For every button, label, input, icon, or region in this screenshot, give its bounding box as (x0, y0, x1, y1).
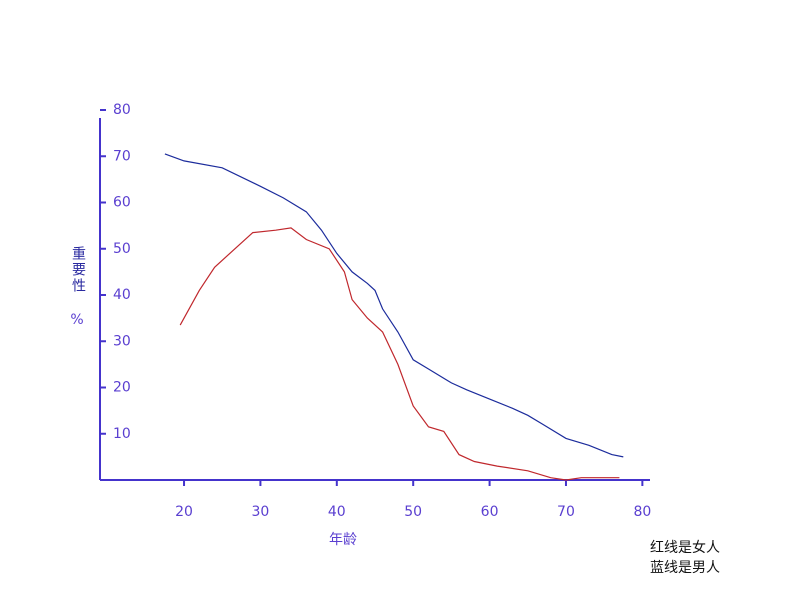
x-tick-label: 20 (175, 504, 193, 520)
y-axis-label: 重要性 (70, 246, 86, 294)
y-tick-label: 20 (113, 380, 131, 396)
y-tick-label: 30 (113, 333, 131, 349)
x-tick-label: 70 (557, 504, 575, 520)
note: 红线是女人 (650, 539, 720, 556)
y-tick-label: 10 (113, 426, 131, 442)
y-tick-label: 50 (113, 241, 131, 257)
y-tick-label: 70 (113, 148, 131, 164)
x-tick-label: 30 (252, 504, 270, 520)
line-series (164, 153, 624, 458)
x-tick-label: 80 (633, 504, 651, 520)
y-tick-label: 60 (113, 195, 131, 211)
x-tick-label: 50 (404, 504, 422, 520)
line-series (179, 227, 620, 481)
x-tick-label: 60 (481, 504, 499, 520)
y-axis-unit: % (70, 312, 83, 328)
y-tick-label: 40 (113, 287, 131, 303)
x-axis-label: 年龄 (329, 532, 357, 548)
note: 蓝线是男人 (650, 560, 720, 576)
y-tick-label: 80 (113, 102, 131, 118)
x-tick-label: 40 (328, 504, 346, 520)
